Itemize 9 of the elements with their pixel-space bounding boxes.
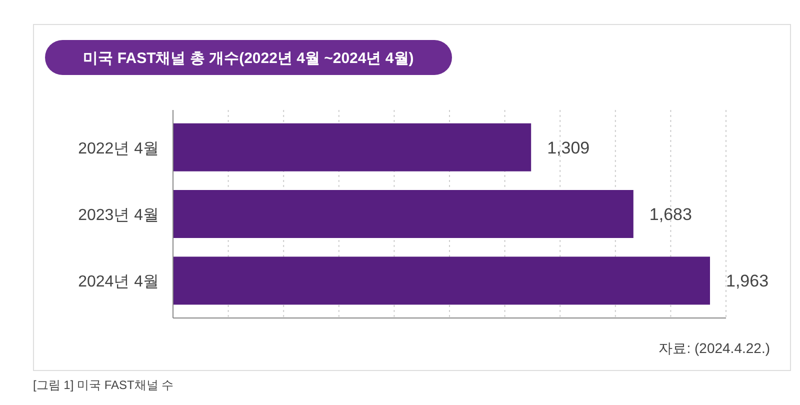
- y-tick-label: 2024년 4월: [78, 274, 159, 291]
- y-tick-label: 2023년 4월: [78, 207, 159, 224]
- data-label: 1,309: [547, 138, 590, 158]
- chart-title: 미국 FAST채널 총 개수(2022년 4월 ~2024년 4월): [83, 50, 414, 67]
- y-tick-label: 2022년 4월: [78, 140, 159, 158]
- data-label: 1,683: [649, 205, 692, 224]
- data-label: 1,963: [726, 272, 769, 291]
- text: [그림 1] 미국 FAST채널 수: [33, 378, 174, 392]
- text: 자료: (2024.4.22.): [658, 340, 770, 356]
